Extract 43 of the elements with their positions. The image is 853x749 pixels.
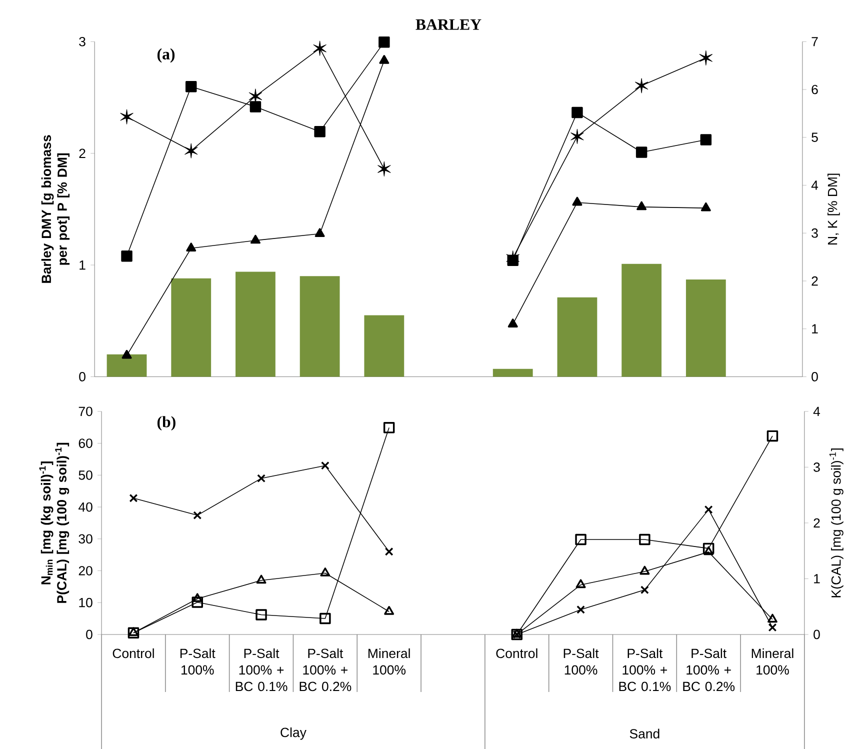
y2-tick-label: 1 bbox=[814, 574, 820, 584]
y2-tick-label: 4 bbox=[811, 180, 818, 190]
y-tick-label: 2 bbox=[79, 148, 86, 158]
y-tick-label: 70 bbox=[78, 406, 92, 416]
x-tick-label: P-Salt 100% bbox=[180, 648, 216, 674]
y-tick-label: 3 bbox=[79, 36, 86, 46]
text: Clay bbox=[280, 727, 306, 740]
y-tick-label: 0 bbox=[86, 630, 92, 639]
x-tick-label: Control bbox=[112, 648, 154, 658]
x-tick-label: P-Salt 100% + BC 0.2% bbox=[683, 648, 735, 691]
x-tick-label: P-Salt 100% bbox=[564, 648, 599, 674]
y-tick-label: 30 bbox=[78, 534, 92, 544]
y2-tick-label: 7 bbox=[812, 36, 818, 46]
text: Sand bbox=[630, 728, 660, 738]
y-tick-label: 0 bbox=[79, 372, 86, 382]
chart-title: (b) bbox=[157, 416, 176, 430]
y-tick-label: 60 bbox=[78, 438, 92, 448]
y-tick-label: 10 bbox=[79, 598, 92, 608]
x-tick-label: P-Salt 100% + BC 0.2% bbox=[300, 648, 352, 691]
chart-title: BARLEY bbox=[416, 19, 482, 30]
y-tick-label: 1 bbox=[80, 260, 86, 270]
y2-tick-label: 0 bbox=[812, 372, 818, 382]
y-tick-label: 20 bbox=[78, 566, 92, 576]
y2-tick-label: 3 bbox=[814, 462, 820, 472]
y2-tick-label: 4 bbox=[813, 406, 820, 416]
y2-tick-label: 1 bbox=[812, 324, 818, 334]
y2-tick-label: 6 bbox=[812, 84, 818, 94]
y2-tick-label: 5 bbox=[812, 132, 818, 142]
y-tick-label: 50 bbox=[78, 470, 92, 480]
y2-tick-label: 2 bbox=[814, 518, 820, 528]
x-tick-label: Control bbox=[496, 648, 538, 658]
y2-tick-label: 2 bbox=[812, 276, 818, 286]
y2-tick-label: 3 bbox=[812, 228, 818, 238]
x-tick-label: Mineral 100% bbox=[752, 648, 794, 674]
x-tick-label: P-Salt 100% + BC 0.1% bbox=[619, 648, 671, 691]
y2-axis-title: N, K [% DM] bbox=[828, 174, 840, 244]
y-axis-title: Barley DMY [g biomass per pot] P [% DM] bbox=[41, 134, 70, 283]
y2-tick-label: 0 bbox=[814, 630, 820, 639]
chart-subtitle: (a) bbox=[157, 48, 175, 62]
y-tick-label: 40 bbox=[78, 502, 92, 512]
x-tick-label: P-Salt 100% + BC 0.1% bbox=[236, 648, 288, 691]
x-tick-label: Mineral 100% bbox=[368, 648, 410, 674]
y2-axis-title: K(CAL) [mg (100 g soil)$^{-1}$] bbox=[829, 448, 844, 597]
